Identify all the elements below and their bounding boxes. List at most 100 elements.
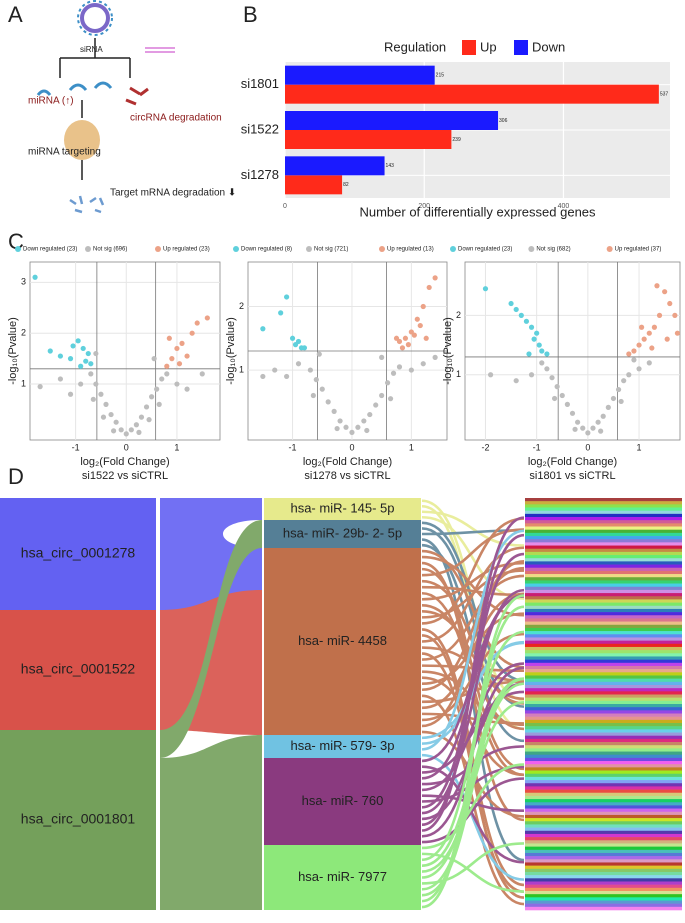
point (78, 363, 84, 369)
gene-stripe (525, 776, 682, 781)
point (103, 401, 109, 407)
point (260, 373, 266, 380)
point (295, 338, 302, 345)
point (528, 372, 535, 378)
gene-stripe (525, 906, 682, 911)
point (337, 418, 343, 424)
point (656, 312, 663, 318)
point (544, 351, 550, 357)
point (390, 370, 397, 376)
gene-stripe (525, 612, 682, 616)
node-label: hsa- miR- 29b- 2- 5p (283, 525, 402, 540)
gene-stripe (525, 805, 682, 809)
y-tick-label: 1 (239, 364, 244, 374)
panel-label: D (8, 464, 24, 489)
gene-stripe (525, 792, 682, 797)
gene-stripe (525, 640, 682, 645)
node (264, 548, 421, 735)
point (179, 340, 185, 346)
point (569, 410, 576, 416)
gene-stripe (525, 704, 682, 708)
flow (421, 662, 525, 792)
point (133, 422, 139, 428)
point (295, 361, 302, 367)
label: siRNA (80, 45, 103, 54)
gene-stripe (525, 532, 682, 537)
gene-stripe (525, 580, 682, 584)
point (662, 289, 668, 295)
legend-label: Up regulated (37) (615, 247, 662, 253)
bar (285, 84, 659, 104)
legend-label: Up (480, 39, 497, 54)
gene-stripe (525, 856, 682, 860)
flow (160, 520, 262, 758)
point (284, 373, 290, 380)
point (367, 411, 373, 418)
point (411, 332, 417, 338)
point (88, 361, 94, 367)
point (432, 275, 438, 281)
point (402, 335, 409, 341)
point (85, 350, 91, 357)
gene-stripe (525, 637, 682, 641)
gene-stripe (525, 520, 682, 524)
node-label: hsa- miR- 579- 3p (290, 738, 394, 753)
gene-stripe (525, 871, 682, 876)
point (272, 367, 278, 373)
gene-stripe (525, 849, 682, 854)
point (641, 336, 647, 342)
point (523, 318, 530, 324)
point (536, 342, 542, 348)
gene-stripe (525, 545, 682, 550)
gene-stripe (525, 837, 682, 841)
gene-stripe (525, 602, 682, 607)
point (47, 348, 53, 354)
bar (285, 65, 435, 85)
x-tick-label: 200 (418, 203, 430, 210)
value-label: 537 (660, 91, 669, 97)
flow (421, 585, 525, 597)
point (67, 356, 74, 362)
gene-stripe (525, 507, 682, 511)
point (631, 357, 637, 363)
point (672, 312, 678, 318)
node (264, 735, 421, 758)
point (379, 354, 385, 360)
gene-stripe (525, 672, 682, 676)
point (138, 414, 145, 420)
gene-stripe (525, 510, 682, 515)
gene-stripe (525, 710, 682, 714)
flow (421, 690, 525, 774)
gene-stripe (525, 808, 682, 813)
point (146, 417, 152, 423)
point (123, 431, 129, 437)
gene-stripe (525, 618, 682, 622)
flow (421, 745, 525, 786)
gene-stripe (525, 523, 682, 527)
point (189, 330, 195, 336)
gene-stripe (525, 745, 682, 749)
gene-stripe (525, 830, 682, 835)
y-tick-label: 1 (456, 369, 461, 379)
flow (421, 566, 525, 692)
sankey-flows (160, 498, 263, 910)
point (598, 428, 604, 434)
gene-stripe (525, 691, 682, 695)
subtitle: si1801 vs siCTRL (529, 470, 615, 482)
legend-swatch (233, 246, 239, 252)
point (331, 408, 337, 414)
gene-stripe (525, 558, 682, 562)
legend-swatch (606, 246, 613, 252)
point (618, 398, 624, 405)
gene-stripe (525, 659, 682, 664)
gene-stripe (525, 818, 682, 822)
value-label: 239 (452, 137, 461, 143)
circrna-icon (77, 0, 113, 36)
x-tick-label: 0 (124, 442, 129, 452)
gene-stripe (525, 795, 682, 800)
gene-stripe (525, 767, 682, 771)
bar (285, 156, 385, 176)
x-axis-label: log₂(Fold Change) (80, 456, 169, 468)
gene-stripe (525, 824, 682, 828)
x-tick-label: -1 (289, 442, 297, 452)
